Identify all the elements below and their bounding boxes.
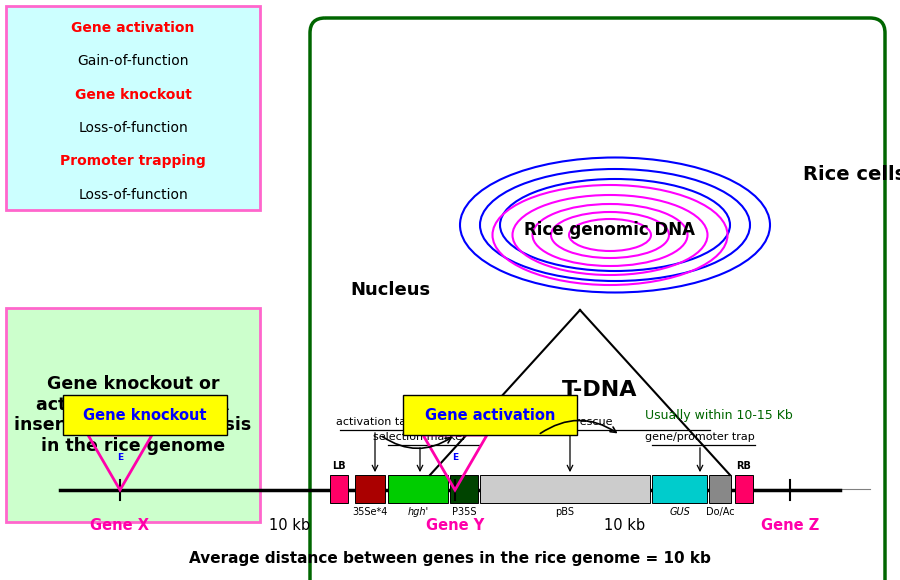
Text: gene/promoter trap: gene/promoter trap [645, 432, 755, 442]
Text: Gene knockout or
activation by T-DNA
insertional mutagenesis
in the rice genome: Gene knockout or activation by T-DNA ins… [14, 375, 252, 455]
Text: Gene activation: Gene activation [71, 21, 194, 35]
FancyBboxPatch shape [403, 395, 577, 435]
Bar [388, 475, 448, 503]
Text: E: E [117, 452, 123, 462]
Bar [735, 475, 753, 503]
Text: Loss-of-function: Loss-of-function [78, 121, 188, 135]
Text: T-DNA: T-DNA [562, 380, 638, 400]
Text: P35S: P35S [452, 507, 476, 517]
Text: 10 kb: 10 kb [605, 518, 645, 533]
Text: RB: RB [736, 461, 752, 471]
Text: Do/Ac: Do/Ac [706, 507, 734, 517]
Text: Gene knockout: Gene knockout [75, 88, 192, 102]
Bar [355, 475, 385, 503]
Text: Gene activation: Gene activation [425, 408, 555, 422]
FancyArrowPatch shape [382, 437, 451, 448]
Bar [450, 475, 478, 503]
Text: E: E [452, 452, 458, 462]
Text: Gain-of-function: Gain-of-function [77, 55, 189, 68]
FancyBboxPatch shape [63, 395, 227, 435]
FancyArrowPatch shape [540, 420, 617, 433]
Text: GUS: GUS [669, 507, 690, 517]
Text: pBS: pBS [555, 507, 574, 517]
Bar [330, 475, 348, 503]
Bar [652, 475, 707, 503]
Text: Rice genomic DNA: Rice genomic DNA [525, 221, 696, 239]
Bar [480, 475, 650, 503]
Text: Promoter trapping: Promoter trapping [60, 154, 206, 168]
Text: Gene Y: Gene Y [426, 518, 484, 533]
Text: LB: LB [332, 461, 346, 471]
Text: Average distance between genes in the rice genome = 10 kb: Average distance between genes in the ri… [189, 550, 711, 566]
Text: Gene knockout: Gene knockout [83, 408, 207, 422]
Text: 10 kb: 10 kb [269, 518, 310, 533]
FancyBboxPatch shape [6, 6, 260, 210]
Text: Rice cells: Rice cells [804, 165, 900, 184]
Text: Usually within 10-15 Kb: Usually within 10-15 Kb [645, 408, 793, 422]
Text: selection marker: selection marker [374, 432, 467, 442]
Text: activation tag: activation tag [337, 417, 414, 427]
Text: Gene Z: Gene Z [760, 518, 819, 533]
Text: Loss-of-function: Loss-of-function [78, 188, 188, 202]
Text: hgh': hgh' [408, 507, 428, 517]
Text: Nucleus: Nucleus [350, 281, 430, 299]
Text: plasmid rescue: plasmid rescue [527, 417, 612, 427]
FancyBboxPatch shape [6, 308, 260, 522]
Text: 35Se*4: 35Se*4 [352, 507, 388, 517]
Text: Gene X: Gene X [91, 518, 149, 533]
Bar [709, 475, 731, 503]
